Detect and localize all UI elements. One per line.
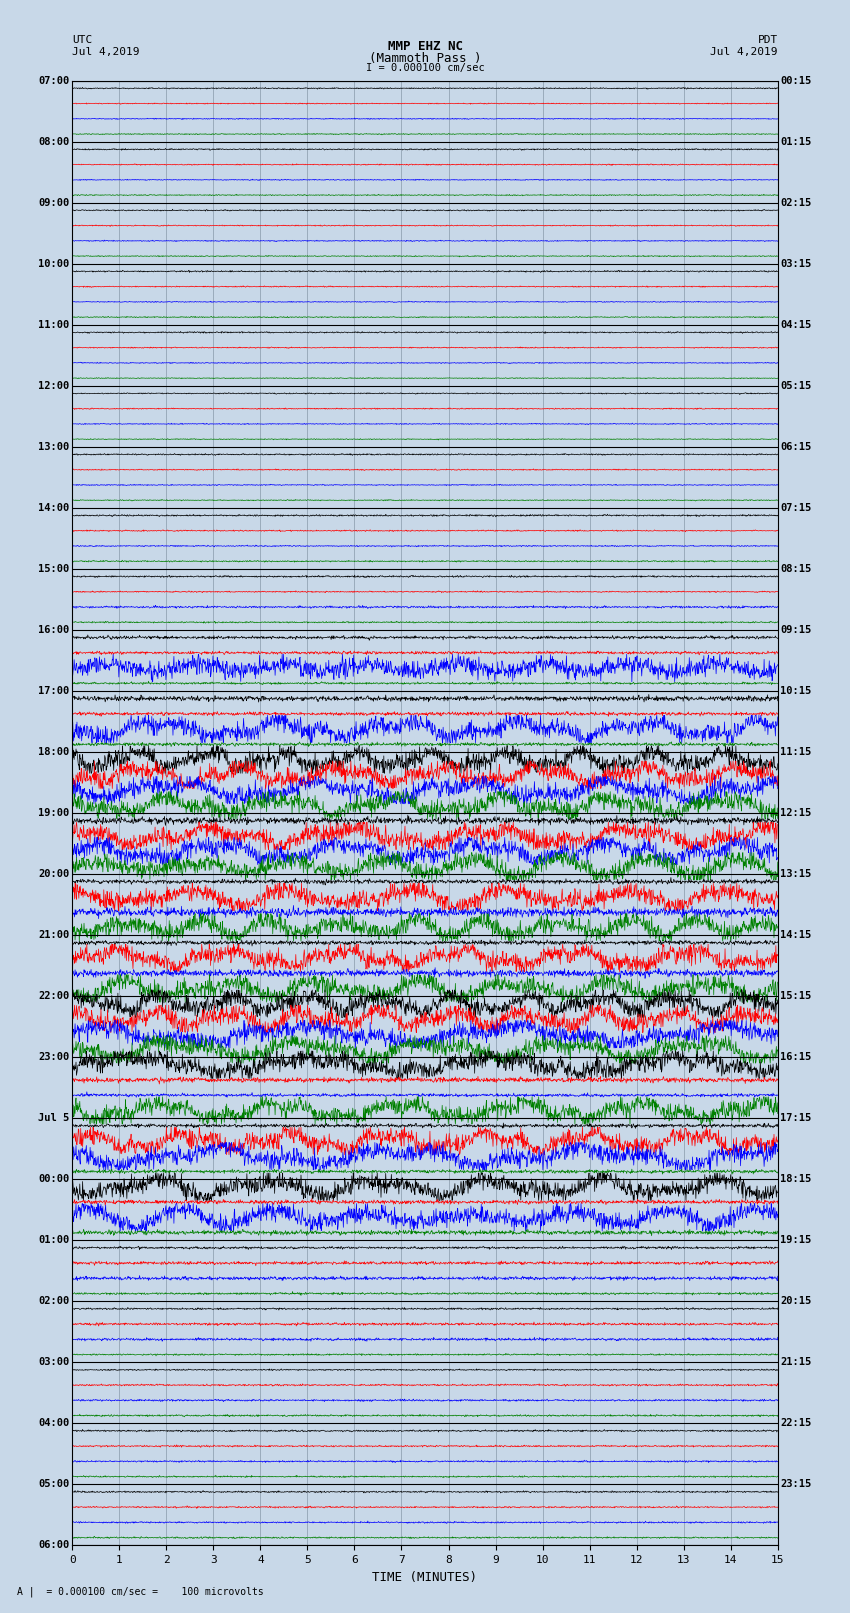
Text: 22:00: 22:00 [38,990,70,1002]
Text: 21:00: 21:00 [38,931,70,940]
Text: 23:00: 23:00 [38,1052,70,1061]
Text: 02:15: 02:15 [780,198,812,208]
Text: Jul 4,2019: Jul 4,2019 [72,47,139,56]
Text: 21:15: 21:15 [780,1357,812,1368]
Text: 15:15: 15:15 [780,990,812,1002]
Text: 09:00: 09:00 [38,198,70,208]
Text: 07:00: 07:00 [38,76,70,85]
Text: 20:15: 20:15 [780,1297,812,1307]
Text: 06:00: 06:00 [38,1540,70,1550]
Text: 13:15: 13:15 [780,869,812,879]
Text: 04:15: 04:15 [780,319,812,329]
Text: 08:00: 08:00 [38,137,70,147]
Text: 09:15: 09:15 [780,624,812,636]
Text: 11:00: 11:00 [38,319,70,329]
Text: PDT: PDT [757,35,778,45]
Text: 15:00: 15:00 [38,565,70,574]
Text: 19:15: 19:15 [780,1236,812,1245]
Text: 14:15: 14:15 [780,931,812,940]
Text: 17:15: 17:15 [780,1113,812,1123]
Text: 16:00: 16:00 [38,624,70,636]
Text: 12:15: 12:15 [780,808,812,818]
Text: Jul 5: Jul 5 [38,1113,70,1123]
X-axis label: TIME (MINUTES): TIME (MINUTES) [372,1571,478,1584]
Text: 08:15: 08:15 [780,565,812,574]
Text: I = 0.000100 cm/sec: I = 0.000100 cm/sec [366,63,484,73]
Text: (Mammoth Pass ): (Mammoth Pass ) [369,52,481,65]
Text: 04:00: 04:00 [38,1418,70,1428]
Text: 05:15: 05:15 [780,381,812,390]
Text: Jul 4,2019: Jul 4,2019 [711,47,778,56]
Text: 18:00: 18:00 [38,747,70,756]
Text: 01:00: 01:00 [38,1236,70,1245]
Text: 02:00: 02:00 [38,1297,70,1307]
Text: A |  = 0.000100 cm/sec =    100 microvolts: A | = 0.000100 cm/sec = 100 microvolts [17,1586,264,1597]
Text: 17:00: 17:00 [38,686,70,695]
Text: 00:15: 00:15 [780,76,812,85]
Text: 22:15: 22:15 [780,1418,812,1428]
Text: 12:00: 12:00 [38,381,70,390]
Text: UTC: UTC [72,35,93,45]
Text: 01:15: 01:15 [780,137,812,147]
Text: 00:00: 00:00 [38,1174,70,1184]
Text: 20:00: 20:00 [38,869,70,879]
Text: 10:00: 10:00 [38,258,70,269]
Text: 11:15: 11:15 [780,747,812,756]
Text: 06:15: 06:15 [780,442,812,452]
Text: 19:00: 19:00 [38,808,70,818]
Text: 14:00: 14:00 [38,503,70,513]
Text: 13:00: 13:00 [38,442,70,452]
Text: 05:00: 05:00 [38,1479,70,1489]
Text: 16:15: 16:15 [780,1052,812,1061]
Text: 07:15: 07:15 [780,503,812,513]
Text: MMP EHZ NC: MMP EHZ NC [388,40,462,53]
Text: 23:15: 23:15 [780,1479,812,1489]
Text: 10:15: 10:15 [780,686,812,695]
Text: 03:15: 03:15 [780,258,812,269]
Text: 03:00: 03:00 [38,1357,70,1368]
Text: 18:15: 18:15 [780,1174,812,1184]
